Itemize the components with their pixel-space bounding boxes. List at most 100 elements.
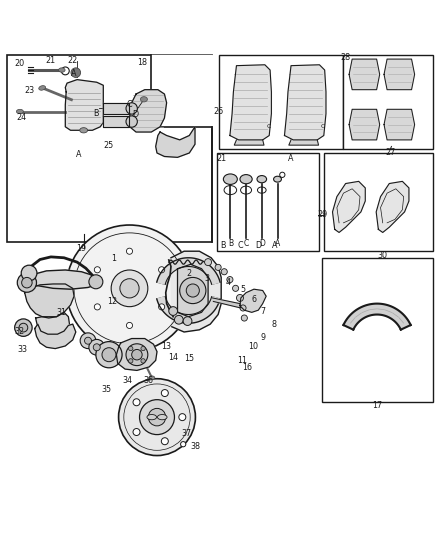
Polygon shape	[157, 297, 220, 323]
Circle shape	[102, 348, 116, 362]
Circle shape	[94, 266, 100, 273]
Text: A: A	[288, 154, 294, 163]
Ellipse shape	[240, 175, 252, 184]
Circle shape	[159, 266, 165, 273]
Circle shape	[237, 294, 244, 302]
Bar	[217, 153, 319, 251]
Text: 18: 18	[138, 58, 148, 67]
Circle shape	[233, 285, 239, 292]
Polygon shape	[384, 109, 415, 140]
Circle shape	[186, 284, 199, 297]
Text: 17: 17	[372, 401, 382, 410]
Text: 27: 27	[385, 148, 395, 157]
Circle shape	[61, 67, 69, 75]
Text: 34: 34	[122, 376, 132, 385]
Circle shape	[120, 279, 139, 298]
Polygon shape	[35, 312, 70, 341]
Text: 8: 8	[271, 320, 276, 329]
Text: C: C	[237, 241, 243, 250]
Circle shape	[215, 264, 221, 270]
Circle shape	[19, 323, 28, 332]
Text: 21: 21	[216, 154, 226, 163]
Text: 26: 26	[213, 107, 223, 116]
Circle shape	[141, 359, 145, 363]
Polygon shape	[65, 79, 103, 130]
Circle shape	[119, 379, 195, 456]
Ellipse shape	[157, 415, 167, 420]
Text: B: B	[228, 239, 233, 248]
Circle shape	[85, 337, 92, 344]
Text: 20: 20	[14, 59, 25, 68]
Circle shape	[140, 400, 174, 434]
Circle shape	[111, 270, 148, 306]
Text: 14: 14	[168, 353, 178, 362]
Bar	[343, 55, 433, 149]
Circle shape	[94, 304, 100, 310]
Circle shape	[148, 408, 166, 426]
Text: 15: 15	[184, 354, 194, 362]
Text: C: C	[244, 239, 249, 248]
Circle shape	[93, 344, 100, 351]
Text: A: A	[76, 150, 81, 159]
Circle shape	[180, 277, 206, 304]
Polygon shape	[157, 258, 220, 284]
Text: 28: 28	[341, 53, 351, 62]
Circle shape	[126, 103, 138, 114]
Circle shape	[183, 317, 192, 326]
Polygon shape	[130, 90, 166, 132]
Circle shape	[89, 340, 105, 355]
Circle shape	[126, 116, 138, 127]
Text: 1: 1	[111, 254, 116, 263]
Circle shape	[132, 350, 142, 360]
Text: 5: 5	[240, 285, 246, 294]
Text: D: D	[255, 241, 261, 250]
Polygon shape	[171, 251, 221, 332]
Ellipse shape	[257, 175, 267, 183]
Polygon shape	[230, 65, 272, 140]
Polygon shape	[349, 59, 380, 90]
Polygon shape	[117, 338, 157, 370]
Polygon shape	[384, 59, 415, 90]
Circle shape	[159, 304, 165, 310]
Circle shape	[227, 277, 233, 282]
Text: 25: 25	[104, 141, 114, 150]
Ellipse shape	[59, 68, 65, 72]
Polygon shape	[240, 289, 266, 312]
Text: 10: 10	[248, 342, 258, 351]
Text: 19: 19	[76, 244, 87, 253]
Text: 4: 4	[225, 278, 230, 287]
Ellipse shape	[274, 176, 282, 182]
Text: C: C	[321, 124, 325, 130]
Circle shape	[66, 225, 193, 352]
Polygon shape	[343, 304, 411, 329]
Circle shape	[127, 322, 133, 328]
Circle shape	[240, 305, 246, 311]
Polygon shape	[212, 298, 241, 308]
Polygon shape	[25, 270, 98, 289]
Ellipse shape	[141, 96, 148, 102]
Text: 16: 16	[242, 364, 252, 372]
Circle shape	[180, 441, 186, 447]
Text: 36: 36	[143, 376, 153, 385]
Ellipse shape	[223, 174, 237, 184]
Circle shape	[133, 399, 140, 406]
Polygon shape	[376, 181, 409, 232]
Circle shape	[169, 306, 177, 316]
Text: 7: 7	[260, 308, 265, 317]
Polygon shape	[285, 65, 326, 140]
Polygon shape	[234, 140, 264, 145]
Circle shape	[96, 342, 122, 368]
Text: C: C	[266, 124, 271, 130]
Text: 23: 23	[24, 86, 34, 95]
Text: A: A	[71, 69, 77, 78]
Circle shape	[174, 316, 183, 324]
Circle shape	[161, 390, 168, 397]
Circle shape	[179, 414, 186, 421]
Text: 31: 31	[56, 308, 66, 317]
Circle shape	[21, 277, 32, 288]
Text: 22: 22	[67, 56, 78, 65]
Text: 38: 38	[190, 442, 200, 451]
Text: B: B	[221, 241, 226, 250]
Polygon shape	[103, 116, 130, 127]
Circle shape	[241, 315, 247, 321]
